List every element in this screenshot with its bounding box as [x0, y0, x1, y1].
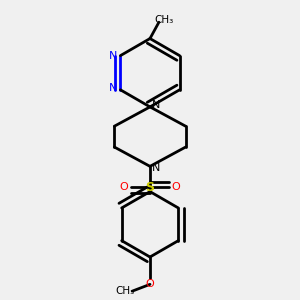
Text: O: O [120, 182, 128, 192]
Text: S: S [146, 181, 154, 194]
Text: N: N [152, 163, 161, 173]
Text: N: N [109, 83, 117, 93]
Text: N: N [109, 51, 117, 61]
Text: O: O [146, 279, 154, 289]
Text: N: N [152, 100, 161, 110]
Text: CH₃: CH₃ [154, 15, 174, 25]
Text: O: O [172, 182, 180, 192]
Text: CH₃: CH₃ [115, 286, 134, 296]
